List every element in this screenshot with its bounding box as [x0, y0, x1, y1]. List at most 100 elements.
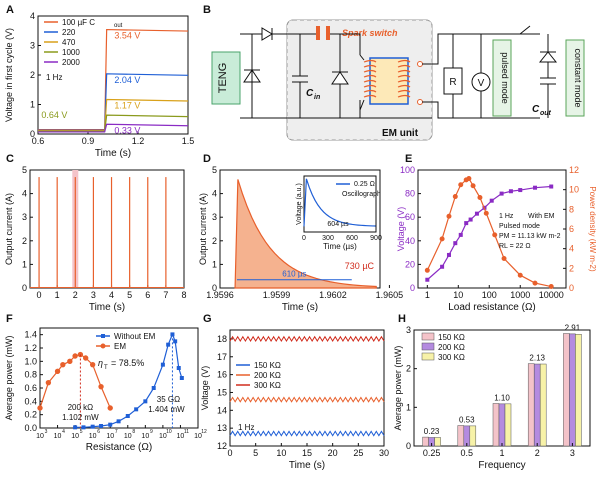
panel-d-ytick-label: 4 — [212, 189, 217, 199]
panel-g-series-0 — [229, 430, 385, 437]
panel-h-bar — [422, 436, 429, 447]
panel-e-power-marker — [452, 194, 458, 200]
panel-f-without-em-marker — [166, 342, 171, 347]
panel-d-area — [234, 179, 377, 289]
panel-g-ytick-label: 18 — [217, 334, 227, 344]
panel-c-ytick-label: 0 — [22, 283, 27, 293]
panel-f-without-em-marker — [73, 425, 78, 430]
panel-a: A 0.6 0.9 1.2 1.5 0 1 2 3 4 Time (s) Voltage in fir… — [4, 4, 194, 159]
panel-f-ytick-label: 0.0 — [24, 423, 37, 433]
panel-f-xtick-exponent: 11 — [184, 429, 189, 435]
panel-h-value-label: 1.10 — [494, 393, 510, 402]
panel-g-xtick-label: 5 — [253, 448, 258, 458]
panel-e-note-rl: RL = 22 Ω — [499, 243, 531, 250]
panel-g-ytick-label: 15 — [217, 387, 227, 397]
panel-a-ytick-label: 0 — [30, 129, 35, 139]
panel-e-power-marker — [424, 267, 430, 273]
panel-a-legend-label: 100 µF C — [62, 18, 95, 27]
panel-e-y2tick-label: 6 — [569, 224, 574, 234]
panel-e-power-marker — [501, 256, 507, 261]
panel-c-xtick-label: 2 — [73, 290, 78, 300]
em-coil-turn-right — [397, 79, 411, 83]
panel-f-legend-marker-without — [101, 334, 105, 338]
panel-e-y2tick-label: 8 — [569, 204, 574, 214]
cout-branch-icon — [538, 34, 558, 118]
teng-wires — [240, 33, 285, 119]
panel-e-xlabel: Load resistance (Ω) — [448, 302, 536, 313]
panel-f-legend-marker-em — [100, 343, 106, 349]
panel-f-without-em-marker — [116, 419, 121, 424]
panel-g: G 0 5 10 15 20 25 30 12 13 14 15 16 17 18 Time (s) Volta… — [200, 313, 389, 471]
panel-f-without-em-marker — [81, 425, 86, 430]
panel-e-xtick-label: 10 — [453, 290, 463, 300]
panel-c-xtick-label: 0 — [37, 290, 42, 300]
panel-c-ytick-label: 2 — [22, 236, 27, 246]
panel-e-voltage-marker — [499, 191, 504, 196]
panel-f-eta-sub: T — [104, 365, 108, 371]
panel-c-frame — [29, 169, 185, 289]
spark-switch-left — [316, 26, 320, 40]
panel-h-ytick-label: 0 — [406, 441, 411, 451]
panel-a-value-label: 2.04 V — [114, 75, 140, 85]
panel-f-without-em-marker — [179, 376, 184, 380]
panel-e-xtick-label: 100 — [482, 290, 497, 300]
panel-g-annotation: 1 Hz — [238, 423, 254, 432]
panel-label-g: G — [203, 313, 212, 325]
right-wires — [422, 33, 540, 119]
panel-e-power-marker — [532, 280, 538, 286]
panel-c-xtick-label: 8 — [181, 290, 186, 300]
panel-h-ytick-label: 1 — [406, 402, 411, 412]
panel-h-xtick-label: 1 — [499, 448, 504, 458]
panel-d-xtick-label: 1.9605 — [376, 290, 404, 300]
panel-f-em-marker — [107, 405, 113, 411]
panel-f-xtick-exponent: 8 — [132, 429, 135, 435]
panel-g-xtick-label: 10 — [276, 448, 286, 458]
em-enclosure-fill — [286, 19, 433, 141]
pulsed-mode-label: pulsed mode — [500, 52, 510, 104]
em-coil-leads — [359, 54, 365, 118]
panel-e-voltage-marker — [446, 252, 451, 257]
panel-f-without-em-marker — [160, 362, 165, 367]
panel-a-legend-label: 470 — [62, 38, 76, 47]
panel-d-inset-pulse-width: 604 µs — [327, 221, 349, 228]
cout-subscript: out — [540, 110, 552, 117]
panel-d-ylabel: Output current (A) — [198, 193, 208, 265]
panel-a-value-label: 1.17 V — [114, 100, 140, 110]
panel-c-xtick-label: 7 — [163, 290, 168, 300]
panel-h-legend-label: 150 KΩ — [438, 333, 465, 342]
panel-h-bar — [498, 403, 506, 447]
panel-f-em-marker — [54, 368, 61, 375]
diode-left-icon — [243, 69, 261, 83]
panel-d-xlabel: Time (s) — [282, 302, 318, 313]
em-coil-turn-left — [363, 94, 377, 98]
panel-e-ytick-label: 100 — [400, 165, 415, 175]
panel-d: D 1.9596 1.9599 1.9602 1.9605 0 1 2 3 4 5 Time (s) O… — [198, 153, 403, 313]
panel-c-xtick-label: 6 — [145, 290, 150, 300]
panel-g-xtick-label: 20 — [328, 448, 338, 458]
constant-mode-box — [565, 39, 585, 117]
constant-mode-label: constant mode — [573, 48, 583, 107]
panel-d-ytick-label: 5 — [212, 165, 217, 175]
panel-f-without-em-marker — [143, 399, 148, 404]
panel-f-ytick-label: 0.8 — [24, 370, 37, 380]
panel-a-annotation: 1 Hz — [46, 73, 62, 82]
panel-h-legend-label: 200 KΩ — [438, 343, 465, 352]
panel-h-ytick-label: 2 — [406, 364, 411, 374]
panel-h-bar — [527, 363, 535, 447]
panel-h-bar — [533, 363, 541, 447]
panel-f-ytick-label: 0.2 — [24, 410, 37, 420]
panel-h-bar — [434, 437, 441, 447]
panel-a-xtick-label: 0.9 — [82, 136, 95, 146]
panel-f-xtick-label: 10 — [194, 433, 202, 440]
panel-f-without-em-marker — [108, 422, 113, 427]
panel-f-em-marker — [45, 379, 52, 386]
panel-f-xtick-exponent: 9 — [150, 429, 153, 435]
panel-f-without-em-marker — [125, 414, 130, 418]
panel-f-ytick-label: 0.4 — [24, 396, 37, 406]
panel-f-xtick-exponent: 4 — [62, 429, 65, 435]
panel-d-ytick-label: 0 — [212, 283, 217, 293]
mid-diode-icon — [331, 71, 349, 85]
panel-f-xtick-label: 10 — [141, 433, 149, 440]
